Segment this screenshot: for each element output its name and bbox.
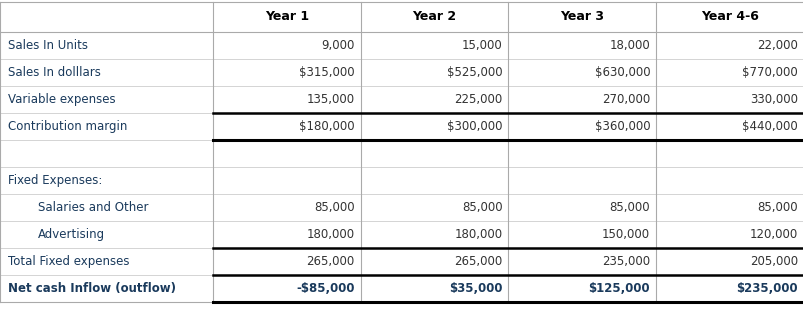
Text: 15,000: 15,000 <box>461 39 502 52</box>
Text: 180,000: 180,000 <box>306 228 354 241</box>
Text: 9,000: 9,000 <box>321 39 354 52</box>
Text: Sales In dolllars: Sales In dolllars <box>8 66 100 79</box>
Text: $525,000: $525,000 <box>446 66 502 79</box>
Text: Salaries and Other: Salaries and Other <box>38 201 149 214</box>
Text: $315,000: $315,000 <box>299 66 354 79</box>
Text: 265,000: 265,000 <box>454 255 502 268</box>
Text: 85,000: 85,000 <box>756 201 797 214</box>
Text: Sales In Units: Sales In Units <box>8 39 88 52</box>
Text: Fixed Expenses:: Fixed Expenses: <box>8 174 102 187</box>
Text: 205,000: 205,000 <box>749 255 797 268</box>
Text: $440,000: $440,000 <box>741 120 797 133</box>
Text: 85,000: 85,000 <box>609 201 650 214</box>
Text: 22,000: 22,000 <box>756 39 797 52</box>
Text: 120,000: 120,000 <box>749 228 797 241</box>
Text: 85,000: 85,000 <box>461 201 502 214</box>
Text: Year 1: Year 1 <box>264 11 308 23</box>
Text: 85,000: 85,000 <box>314 201 354 214</box>
Text: Variable expenses: Variable expenses <box>8 93 116 106</box>
Text: Year 2: Year 2 <box>412 11 456 23</box>
Text: 180,000: 180,000 <box>454 228 502 241</box>
Text: -$85,000: -$85,000 <box>296 282 354 295</box>
Text: 270,000: 270,000 <box>601 93 650 106</box>
Text: Contribution margin: Contribution margin <box>8 120 127 133</box>
Text: $360,000: $360,000 <box>594 120 650 133</box>
Text: Year 4-6: Year 4-6 <box>700 11 758 23</box>
Text: 150,000: 150,000 <box>601 228 650 241</box>
Text: Total Fixed expenses: Total Fixed expenses <box>8 255 129 268</box>
Text: 135,000: 135,000 <box>306 93 354 106</box>
Text: $125,000: $125,000 <box>588 282 650 295</box>
Text: 265,000: 265,000 <box>306 255 354 268</box>
Text: $235,000: $235,000 <box>736 282 797 295</box>
Text: $770,000: $770,000 <box>741 66 797 79</box>
Text: Net cash Inflow (outflow): Net cash Inflow (outflow) <box>8 282 176 295</box>
Text: Year 3: Year 3 <box>560 11 604 23</box>
Text: $35,000: $35,000 <box>448 282 502 295</box>
Text: 330,000: 330,000 <box>749 93 797 106</box>
Text: Advertising: Advertising <box>38 228 105 241</box>
Text: $300,000: $300,000 <box>446 120 502 133</box>
Text: $630,000: $630,000 <box>594 66 650 79</box>
Text: 18,000: 18,000 <box>609 39 650 52</box>
Text: 225,000: 225,000 <box>454 93 502 106</box>
Text: $180,000: $180,000 <box>299 120 354 133</box>
Text: 235,000: 235,000 <box>601 255 650 268</box>
